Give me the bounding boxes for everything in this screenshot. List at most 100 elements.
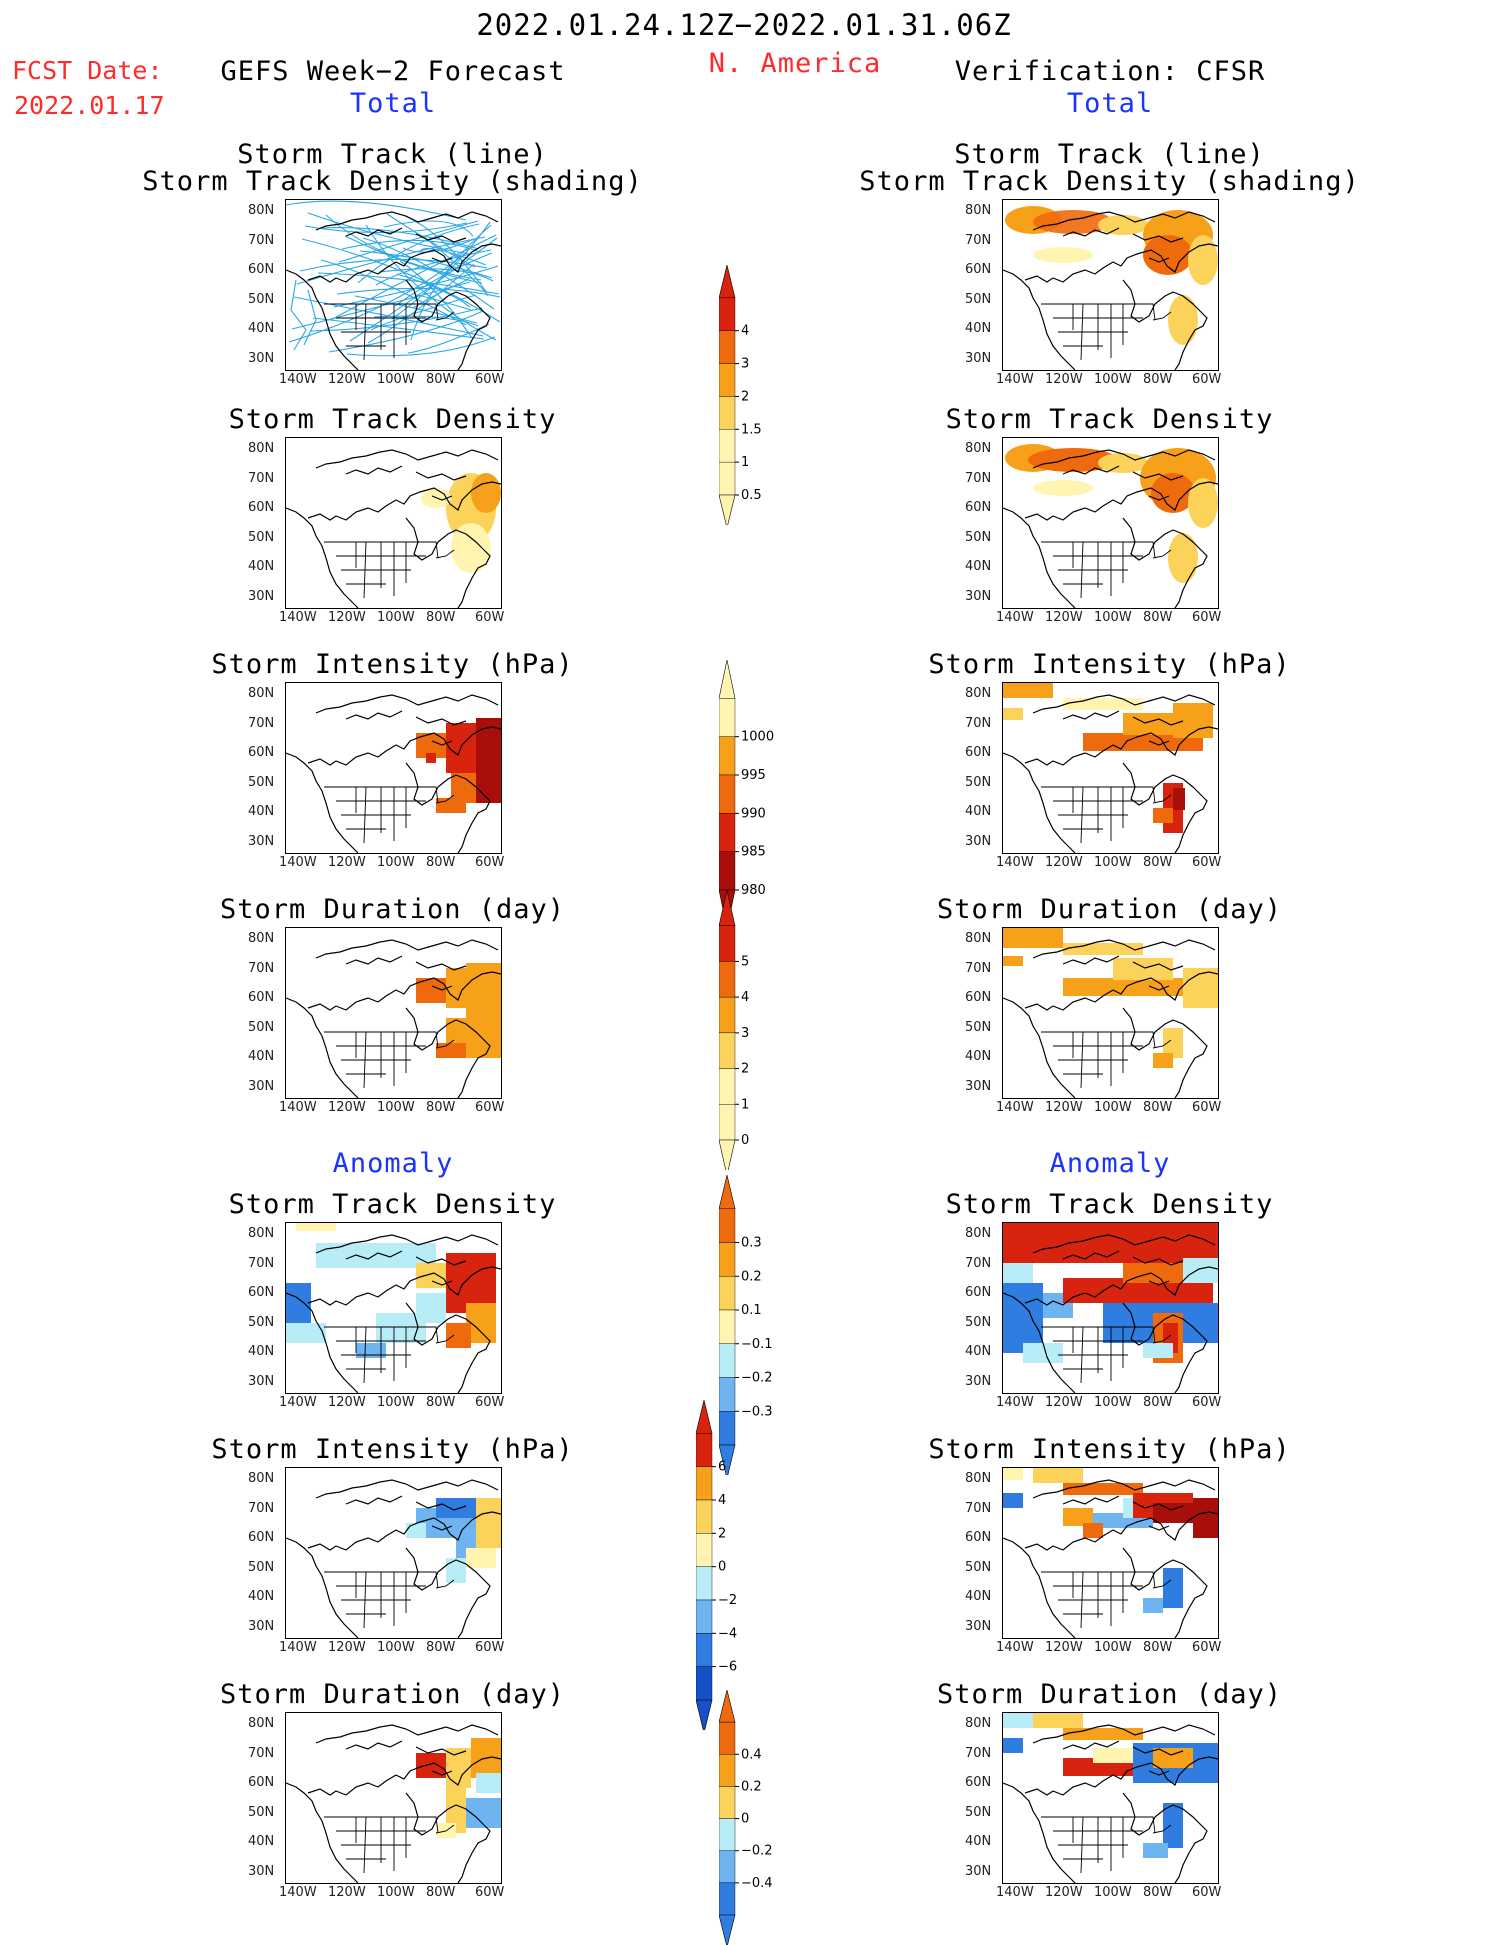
panel-title-right-3: Storm Duration (day) — [936, 894, 1283, 925]
lon-tick: 100W — [377, 1885, 415, 1900]
lat-tick: 40N — [248, 804, 275, 819]
map-left-4 — [285, 1222, 502, 1394]
colorbar-duration-total-label: 2 — [741, 1062, 749, 1077]
lon-tick: 120W — [328, 372, 366, 387]
lon-tick: 120W — [328, 610, 366, 625]
lat-tick: 70N — [248, 1500, 275, 1516]
lon-tick: 120W — [1045, 1640, 1083, 1655]
map-right-3 — [1002, 927, 1219, 1099]
lat-tick: 80N — [248, 441, 275, 456]
colorbar-intensity-total-label: 1000 — [741, 730, 774, 745]
map-left-0 — [285, 199, 502, 371]
lon-tick: 120W — [328, 1640, 366, 1655]
lon-tick: 140W — [996, 1885, 1034, 1900]
lat-tick: 50N — [965, 1314, 992, 1330]
lat-tick: 40N — [965, 1049, 992, 1064]
lat-tick: 50N — [248, 774, 275, 790]
lat-tick: 30N — [248, 833, 275, 849]
lon-tick: 140W — [996, 1640, 1034, 1655]
lat-tick: 80N — [965, 1226, 992, 1241]
lon-tick: 100W — [1094, 1885, 1132, 1900]
lat-tick: 50N — [248, 1314, 275, 1330]
lat-tick: 60N — [965, 1530, 992, 1545]
lon-tick: 120W — [1045, 372, 1083, 387]
lat-tick: 70N — [248, 470, 275, 486]
period-title: 2022.01.24.12Z−2022.01.31.06Z — [476, 8, 1012, 42]
panel-title-left-3: Storm Duration (day) — [219, 894, 566, 925]
colorbar-intensity-total-label: 985 — [741, 845, 766, 860]
right-column-title: Verification: CFSR — [954, 56, 1266, 87]
lat-tick: 70N — [248, 1745, 275, 1761]
lat-tick: 40N — [965, 1344, 992, 1359]
lat-tick: 60N — [248, 500, 275, 515]
colorbar-density-total: 4 3 2 1.5 1 0.5 — [719, 265, 762, 525]
fcst-date-value: 2022.01.17 — [14, 91, 165, 120]
lon-tick: 100W — [377, 1640, 415, 1655]
lat-tick: 50N — [248, 1559, 275, 1575]
colorbar-duration-total-label: 0 — [741, 1133, 749, 1148]
lat-tick: 60N — [965, 990, 992, 1005]
lat-tick: 60N — [248, 990, 275, 1005]
lat-tick: 80N — [248, 1226, 275, 1241]
map-left-6 — [285, 1712, 502, 1884]
lon-tick: 100W — [1094, 855, 1132, 870]
panel-title-right-4: Storm Track Density — [945, 1189, 1274, 1220]
colorbar-duration-total: 5 4 3 2 1 0 — [719, 890, 749, 1170]
lat-tick: 30N — [248, 1078, 275, 1094]
map-right-0 — [1002, 199, 1219, 371]
fcst-date-label: FCST Date: — [12, 56, 163, 85]
map-left-3 — [285, 927, 502, 1099]
lon-tick: 80W — [426, 610, 456, 625]
map-right-6 — [1002, 1712, 1219, 1884]
colorbar-density-total-label: 2 — [741, 389, 749, 404]
lat-tick: 80N — [965, 931, 992, 946]
colorbar-duration-anom-label: −0.2 — [741, 1844, 773, 1859]
lat-tick: 40N — [248, 1589, 275, 1604]
colorbar-duration-total-label: 1 — [741, 1097, 749, 1112]
lon-tick: 80W — [426, 1395, 456, 1410]
panel-title-right-2: Storm Intensity (hPa) — [928, 649, 1291, 680]
lat-tick: 80N — [248, 203, 275, 218]
colorbar-density-anom-label: 0.3 — [741, 1236, 762, 1251]
panel-title-left-0: Storm Track Density (shading) — [142, 166, 643, 197]
lat-tick: 30N — [248, 350, 275, 366]
colorbar-density-total-label: 4 — [741, 324, 749, 339]
lat-tick: 70N — [248, 960, 275, 976]
colorbar-density-anom-label: −0.1 — [741, 1337, 773, 1352]
panel-title-left-0: Storm Track (line) — [237, 139, 548, 170]
lat-tick: 50N — [965, 1804, 992, 1820]
lat-tick: 30N — [248, 588, 275, 604]
colorbar-duration-anom-label: −0.4 — [741, 1876, 773, 1891]
panel-title-left-4: Storm Track Density — [228, 1189, 557, 1220]
lon-tick: 120W — [1045, 610, 1083, 625]
lat-tick: 30N — [965, 1863, 992, 1879]
lon-tick: 60W — [1192, 1100, 1222, 1115]
lon-tick: 140W — [996, 855, 1034, 870]
lat-tick: 40N — [248, 1049, 275, 1064]
lat-tick: 40N — [248, 1344, 275, 1359]
colorbar-density-anom-label: −0.3 — [741, 1404, 773, 1419]
map-left-2 — [285, 682, 502, 854]
lon-tick: 80W — [426, 1100, 456, 1115]
lon-tick: 80W — [1143, 610, 1173, 625]
lon-tick: 60W — [475, 1395, 505, 1410]
lon-tick: 60W — [475, 1100, 505, 1115]
lon-tick: 80W — [426, 1640, 456, 1655]
lon-tick: 100W — [1094, 1640, 1132, 1655]
colorbar-duration-total-label: 3 — [741, 1026, 749, 1041]
lon-tick: 140W — [279, 1100, 317, 1115]
lon-tick: 100W — [377, 855, 415, 870]
lat-tick: 60N — [965, 1775, 992, 1790]
lon-tick: 60W — [1192, 855, 1222, 870]
lat-tick: 30N — [248, 1618, 275, 1634]
lon-tick: 140W — [279, 1640, 317, 1655]
colorbar-density-total-label: 1 — [741, 455, 749, 470]
lon-tick: 140W — [279, 1885, 317, 1900]
lat-tick: 40N — [248, 559, 275, 574]
lon-tick: 60W — [475, 372, 505, 387]
lat-tick: 30N — [965, 1078, 992, 1094]
lat-tick: 60N — [248, 1530, 275, 1545]
lon-tick: 140W — [279, 610, 317, 625]
lon-tick: 60W — [1192, 1395, 1222, 1410]
lat-tick: 30N — [965, 1618, 992, 1634]
